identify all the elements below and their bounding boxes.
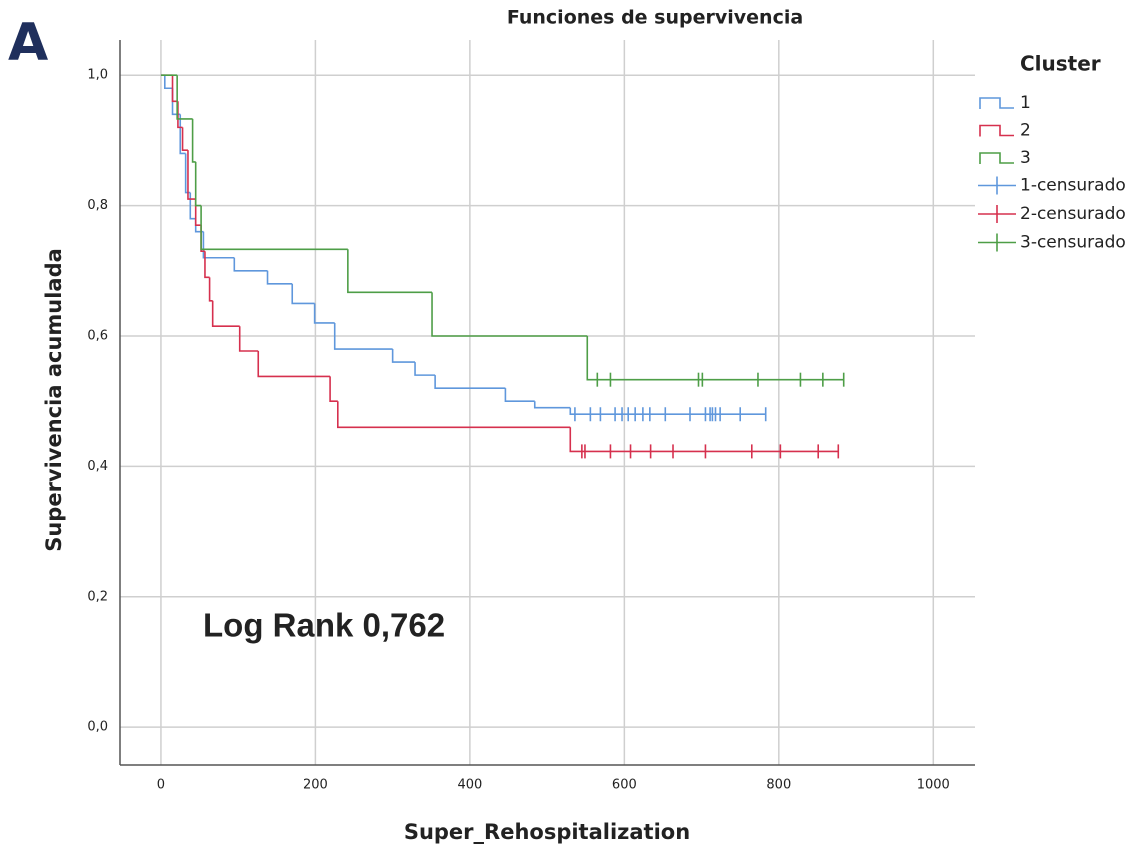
y-tick-label: 0,6 [87, 328, 108, 343]
survival-step [238, 326, 259, 352]
x-tick-label: 1000 [917, 778, 950, 793]
survival-step [176, 75, 193, 120]
survival-step [181, 127, 188, 151]
survival-step [200, 205, 348, 251]
x-tick-label: 400 [457, 778, 482, 793]
panel-label: A [8, 13, 48, 73]
x-tick-label: 0 [157, 778, 165, 793]
survival-step [194, 199, 202, 226]
legend-title: Cluster [1020, 52, 1101, 76]
survival-step [434, 375, 506, 389]
survival-step [187, 150, 196, 200]
legend-swatch [979, 124, 1014, 137]
chart-title: Funciones de supervivencia [507, 7, 803, 29]
x-tick-label: 600 [612, 778, 637, 793]
survival-step [233, 257, 268, 272]
y-tick-label: 0,2 [87, 589, 108, 604]
survival-step [202, 231, 235, 259]
annotation: Log Rank 0,762 [203, 607, 445, 644]
legend-label: 3-censurado [1020, 233, 1126, 253]
survival-step [208, 277, 213, 302]
survival-step [204, 251, 210, 279]
survival-step [163, 75, 173, 90]
survival-step [171, 75, 178, 103]
legend-swatch [979, 152, 1014, 164]
survival-step [333, 322, 393, 350]
survival-step [391, 349, 416, 363]
legend-label: 2-censurado [1020, 204, 1126, 224]
survival-step [569, 407, 766, 416]
legend-label: 1 [1020, 93, 1031, 113]
survival-step [533, 401, 571, 409]
survival-step [291, 283, 315, 305]
legend-swatch [979, 97, 1014, 109]
survival-step [347, 249, 433, 294]
survival-step [266, 270, 293, 285]
y-axis-label: Supervivencia acumulada [42, 248, 66, 552]
survival-step [329, 376, 338, 402]
legend-label: 1-censurado [1020, 176, 1126, 196]
x-tick-label: 200 [303, 778, 328, 793]
y-tick-label: 1,0 [87, 68, 108, 83]
survival-step [414, 362, 436, 376]
x-axis-label: Super_Rehospitalization [404, 820, 690, 844]
survival-step [431, 292, 588, 337]
survival-step [504, 388, 535, 402]
survival-step [194, 161, 202, 207]
legend-label: 2 [1020, 121, 1031, 141]
y-tick-label: 0,4 [87, 459, 108, 474]
y-tick-label: 0,0 [87, 720, 108, 735]
survival-step [211, 300, 240, 328]
y-tick-label: 0,8 [87, 198, 108, 213]
legend-label: 3 [1020, 148, 1031, 168]
survival-step [189, 192, 196, 220]
survival-step [257, 350, 331, 378]
survival-step [313, 303, 335, 324]
x-tick-label: 800 [766, 778, 791, 793]
survival-step [191, 118, 196, 163]
survival-step [586, 335, 844, 381]
survival-step [337, 401, 571, 429]
survival-step [569, 427, 839, 453]
